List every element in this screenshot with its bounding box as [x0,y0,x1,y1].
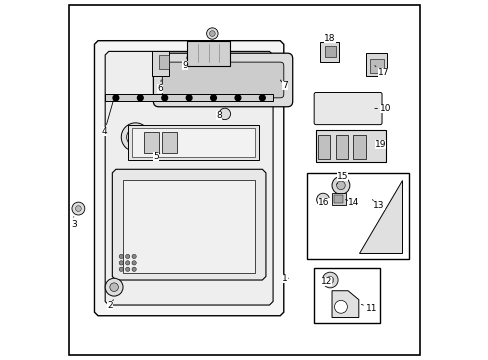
Circle shape [334,300,346,313]
Text: 12: 12 [320,277,331,286]
Circle shape [316,193,329,206]
FancyBboxPatch shape [162,62,283,98]
Circle shape [125,261,130,265]
Text: 7: 7 [280,80,287,90]
Text: 1: 1 [282,274,288,283]
Circle shape [331,176,349,194]
Circle shape [75,206,81,211]
Circle shape [235,95,240,101]
Text: 16: 16 [318,198,329,207]
FancyBboxPatch shape [153,53,292,107]
Bar [144,132,159,153]
Text: 9: 9 [182,56,187,70]
FancyBboxPatch shape [313,93,381,125]
Bar [369,59,383,73]
PathPatch shape [358,180,401,253]
Circle shape [162,95,167,101]
Circle shape [209,31,215,36]
PathPatch shape [331,291,358,318]
Circle shape [72,202,84,215]
Circle shape [119,267,123,271]
Text: 18: 18 [324,35,335,44]
Circle shape [113,95,119,101]
Bar [187,41,230,66]
PathPatch shape [112,169,265,280]
Circle shape [132,267,136,271]
PathPatch shape [94,41,283,316]
Bar [353,135,365,158]
Bar [132,128,255,157]
Circle shape [110,283,118,292]
Bar [317,135,329,158]
Circle shape [121,123,149,152]
Circle shape [119,261,123,265]
PathPatch shape [105,51,272,305]
Text: 6: 6 [157,80,163,93]
Circle shape [322,272,337,288]
Bar [159,55,169,69]
Bar [151,51,169,76]
Bar [162,132,176,153]
Bar [123,180,255,273]
Circle shape [132,254,136,258]
Text: 3: 3 [71,217,77,229]
Circle shape [125,254,130,258]
Bar [333,195,342,203]
Text: 14: 14 [345,198,359,207]
Circle shape [105,278,123,296]
Text: 13: 13 [372,200,384,210]
Bar [306,173,408,258]
Bar [324,46,335,57]
Text: 8: 8 [216,111,221,120]
Circle shape [186,95,192,101]
Bar [315,130,385,162]
Circle shape [125,267,130,271]
Circle shape [132,261,136,265]
Circle shape [219,108,230,120]
Text: 2: 2 [107,300,113,310]
Text: 17: 17 [374,66,388,77]
Circle shape [137,95,143,101]
Text: 4: 4 [102,100,113,136]
Bar [313,267,380,323]
Circle shape [326,276,333,284]
Bar [319,42,339,62]
PathPatch shape [105,94,272,102]
Circle shape [119,254,123,258]
Circle shape [126,128,144,146]
Text: 11: 11 [361,304,377,313]
Text: 10: 10 [374,104,391,113]
Circle shape [206,28,218,39]
Text: 15: 15 [336,172,347,184]
Circle shape [259,95,264,101]
Bar [335,135,347,158]
Bar [365,53,386,76]
Circle shape [210,95,216,101]
Text: 5: 5 [153,152,160,161]
Bar [128,125,258,160]
Bar [331,193,346,205]
Circle shape [336,181,345,190]
Text: 19: 19 [374,140,386,149]
